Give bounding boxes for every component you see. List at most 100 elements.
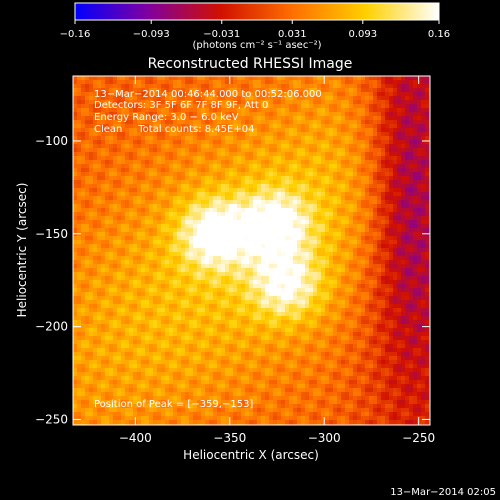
heatmap-cell xyxy=(153,376,158,381)
heatmap-cell xyxy=(209,76,214,81)
heatmap-cell xyxy=(165,420,170,425)
heatmap-cell xyxy=(225,248,230,253)
heatmap-cell xyxy=(205,184,210,189)
heatmap-cell xyxy=(181,400,186,405)
heatmap-cell xyxy=(149,400,154,405)
heatmap-cell xyxy=(113,292,118,297)
heatmap-cell xyxy=(273,392,278,397)
heatmap-cell xyxy=(81,332,86,337)
heatmap-cell xyxy=(141,260,146,265)
heatmap-cell xyxy=(273,276,278,281)
heatmap-cell xyxy=(197,176,202,181)
heatmap-cell xyxy=(117,140,122,145)
heatmap-cell xyxy=(153,420,158,425)
heatmap-cell xyxy=(141,124,146,129)
heatmap-cell xyxy=(137,144,142,149)
heatmap-cell xyxy=(165,136,170,141)
heatmap-cell xyxy=(265,204,270,209)
heatmap-cell xyxy=(105,324,110,329)
heatmap-cell xyxy=(125,400,130,405)
heatmap-cell xyxy=(117,96,122,101)
heatmap-cell xyxy=(289,180,294,185)
heatmap-cell xyxy=(173,328,178,333)
heatmap-cell xyxy=(281,344,286,349)
heatmap-cell xyxy=(265,380,270,385)
heatmap-cell xyxy=(277,232,282,237)
heatmap-cell xyxy=(93,132,98,137)
heatmap-cell xyxy=(177,224,182,229)
heatmap-cell xyxy=(81,228,86,233)
heatmap-cell xyxy=(229,260,234,265)
heatmap-cell xyxy=(193,120,198,125)
heatmap-cell xyxy=(273,184,278,189)
heatmap-cell xyxy=(105,360,110,365)
heatmap-cell xyxy=(165,368,170,373)
heatmap-cell xyxy=(221,132,226,137)
heatmap-cell xyxy=(153,324,158,329)
heatmap-cell xyxy=(229,216,234,221)
heatmap-cell xyxy=(73,348,78,353)
heatmap-cell xyxy=(253,196,258,201)
heatmap-cell xyxy=(105,408,110,413)
heatmap-cell xyxy=(137,268,142,273)
heatmap-cell xyxy=(261,392,266,397)
heatmap-cell xyxy=(193,288,198,293)
heatmap-cell xyxy=(97,336,102,341)
heatmap-cell xyxy=(285,148,290,153)
heatmap-cell xyxy=(205,148,210,153)
heatmap-cell xyxy=(109,184,114,189)
heatmap-cell xyxy=(225,348,230,353)
heatmap-cell xyxy=(289,232,294,237)
heatmap-cell xyxy=(77,228,82,233)
heatmap-cell xyxy=(129,284,134,289)
heatmap-cell xyxy=(165,404,170,409)
heatmap-cell xyxy=(257,192,262,197)
heatmap-cell xyxy=(161,376,166,381)
heatmap-cell xyxy=(209,160,214,165)
heatmap-cell xyxy=(85,292,90,297)
heatmap-cell xyxy=(253,420,258,425)
heatmap-cell xyxy=(241,196,246,201)
heatmap-cell xyxy=(193,324,198,329)
heatmap-cell xyxy=(201,408,206,413)
heatmap-cell xyxy=(165,148,170,153)
heatmap-cell xyxy=(117,324,122,329)
heatmap-cell xyxy=(137,240,142,245)
heatmap-cell xyxy=(209,168,214,173)
heatmap-cell xyxy=(245,292,250,297)
heatmap-cell xyxy=(289,312,294,317)
heatmap-cell xyxy=(169,176,174,181)
heatmap-cell xyxy=(225,288,230,293)
heatmap-cell xyxy=(209,260,214,265)
heatmap-cell xyxy=(281,312,286,317)
heatmap-cell xyxy=(217,376,222,381)
heatmap-cell xyxy=(137,236,142,241)
heatmap-cell xyxy=(209,324,214,329)
heatmap-cell xyxy=(129,276,134,281)
heatmap-cell xyxy=(141,408,146,413)
heatmap-cell xyxy=(297,248,302,253)
heatmap-cell xyxy=(277,332,282,337)
heatmap-cell xyxy=(297,128,302,133)
heatmap-cell xyxy=(161,224,166,229)
heatmap-cell xyxy=(189,132,194,137)
heatmap-cell xyxy=(165,344,170,349)
heatmap-cell xyxy=(249,356,254,361)
heatmap-cell xyxy=(193,176,198,181)
heatmap-cell xyxy=(141,196,146,201)
heatmap-cell xyxy=(89,84,94,89)
heatmap-cell xyxy=(89,188,94,193)
heatmap-cell xyxy=(189,376,194,381)
heatmap-cell xyxy=(261,344,266,349)
heatmap-cell xyxy=(257,100,262,105)
heatmap-cell xyxy=(77,276,82,281)
heatmap-cell xyxy=(253,296,258,301)
heatmap-cell xyxy=(197,128,202,133)
heatmap-cell xyxy=(169,264,174,269)
heatmap-cell xyxy=(245,344,250,349)
heatmap-cell xyxy=(129,264,134,269)
heatmap-cell xyxy=(145,104,150,109)
heatmap-cell xyxy=(209,292,214,297)
heatmap-cell xyxy=(237,276,242,281)
heatmap-cell xyxy=(145,404,150,409)
